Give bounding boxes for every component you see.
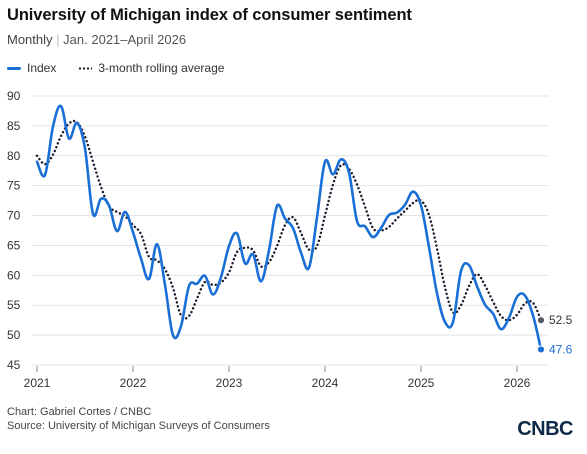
end-label-index: 47.6 (549, 342, 573, 356)
legend-item-average: 3-month rolling average (78, 61, 224, 75)
x-tick-label: 2022 (120, 376, 147, 390)
end-point-index (536, 345, 546, 354)
y-tick-label: 70 (7, 209, 21, 223)
x-tick-label: 2021 (24, 376, 51, 390)
x-tick-label: 2024 (312, 376, 339, 390)
legend-label-average: 3-month rolling average (98, 61, 225, 75)
y-tick-label: 75 (7, 179, 21, 193)
y-tick-label: 50 (7, 328, 21, 342)
y-axis-ticks: 45 50 55 60 65 70 75 80 85 90 (7, 89, 21, 372)
chart-subtitle: Monthly | Jan. 2021–April 2026 (7, 32, 186, 47)
legend-swatch-index (7, 66, 21, 70)
chart-title: University of Michigan index of consumer… (7, 6, 412, 24)
gridlines (32, 95, 548, 366)
end-markers: 52.5 47.6 (536, 313, 573, 356)
x-tick-label: 2025 (408, 376, 435, 390)
y-tick-label: 85 (7, 119, 21, 133)
legend-item-index: Index (7, 61, 56, 75)
x-axis-ticks: 2021 2022 2023 2024 2025 2026 (24, 366, 531, 390)
subtitle-range: Jan. 2021–April 2026 (63, 32, 187, 47)
series-lines (35, 104, 543, 351)
subtitle-frequency: Monthly (7, 32, 53, 47)
end-label-average: 52.5 (549, 313, 573, 327)
y-tick-label: 60 (7, 268, 21, 282)
y-tick-label: 90 (7, 89, 21, 103)
y-tick-label: 55 (7, 298, 21, 312)
legend-label-index: Index (27, 61, 57, 75)
series-line-index (35, 104, 543, 351)
chart-footer: Chart: Gabriel Cortes / CNBC Source: Uni… (7, 405, 270, 433)
series-line-average (35, 119, 543, 322)
y-tick-label: 80 (7, 149, 21, 163)
chart-legend: Index 3-month rolling average (7, 61, 246, 75)
subtitle-separator: | (56, 32, 60, 47)
cnbc-logo: CNBC (517, 418, 573, 440)
legend-swatch-average (78, 66, 93, 70)
x-tick-label: 2026 (504, 376, 531, 390)
end-point-average (536, 316, 546, 325)
x-tick-label: 2023 (216, 376, 243, 390)
y-tick-label: 65 (7, 238, 21, 252)
chart-credit: Chart: Gabriel Cortes / CNBC (7, 406, 152, 418)
chart-source: Source: University of Michigan Surveys o… (7, 420, 270, 432)
y-tick-label: 45 (7, 358, 21, 372)
